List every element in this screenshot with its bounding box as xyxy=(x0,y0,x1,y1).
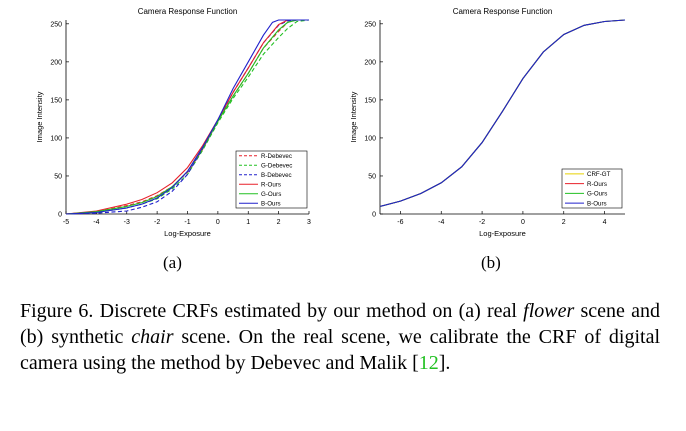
legend-box xyxy=(235,150,308,209)
legend-label-g-ours: G-Ours xyxy=(587,191,607,198)
x-tick-label: -2 xyxy=(154,219,160,226)
y-tick-label: 0 xyxy=(372,212,376,219)
series-line-b-ours xyxy=(379,19,626,207)
y-axis-label: Image Intensity xyxy=(35,91,44,142)
x-tick-label: -3 xyxy=(124,219,130,226)
legend-label-r-ours: R-Ours xyxy=(587,181,607,188)
x-tick-label: -6 xyxy=(397,219,403,226)
x-tick-label: 4 xyxy=(603,219,607,226)
chart-title: Camera Response Function xyxy=(138,7,238,16)
x-tick-label: 3 xyxy=(307,219,311,226)
x-tick-label: 0 xyxy=(521,219,525,226)
series-line-b-ours xyxy=(65,19,309,215)
caption-em-chair: chair xyxy=(131,326,174,348)
y-axis-label: Image Intensity xyxy=(349,91,358,142)
legend-label-g-debevec: G-Debevec xyxy=(261,163,292,170)
x-tick-label: -5 xyxy=(63,219,69,226)
y-tick-label: 150 xyxy=(50,97,62,104)
legend: R-Debevec G-Debevec B-Debevec R-Ours G-Ours B… xyxy=(235,150,308,209)
x-tick-label: 0 xyxy=(216,219,220,226)
x-axis-label: Log-Exposure xyxy=(164,229,211,238)
caption-prefix: Figure 6. Discrete CRFs estimated by our… xyxy=(20,300,524,322)
x-tick-label: -2 xyxy=(479,219,485,226)
y-tick-label: 0 xyxy=(58,212,62,219)
panel-label-b: (b) xyxy=(481,253,501,272)
chart-b: 0 50 100 150 200 250 -6 -4 -2 0 2 4 Camera Response … xyxy=(349,7,626,238)
chart-title: Camera Response Function xyxy=(453,7,553,16)
legend-label-g-ours: G-Ours xyxy=(261,191,281,198)
caption-em-flower: flower xyxy=(523,300,575,322)
legend-label-b-ours: B-Ours xyxy=(587,200,607,207)
legend-label-r-debevec: R-Debevec xyxy=(261,153,292,160)
y-tick-label: 100 xyxy=(364,135,376,142)
legend-box xyxy=(561,168,623,209)
x-tick-label: 2 xyxy=(277,219,281,226)
y-tick-label: 150 xyxy=(364,97,376,104)
x-tick-label: -4 xyxy=(438,219,444,226)
legend: CRF-GT R-Ours G-Ours B-Ours xyxy=(561,168,623,209)
x-tick-label: -1 xyxy=(184,219,190,226)
caption-suffix: ]. xyxy=(438,352,451,374)
panel-label-a: (a) xyxy=(163,253,182,272)
chart-a: 0 50 100 150 200 250 -5 -4 -3 -2 -1 0 1 2 3 Camera Resp… xyxy=(35,7,311,238)
y-tick-label: 250 xyxy=(50,21,62,28)
legend-label-b-ours: B-Ours xyxy=(261,201,281,208)
y-tick-label: 50 xyxy=(54,173,62,180)
figure-caption: Figure 6. Discrete CRFs estimated by our… xyxy=(20,298,660,376)
y-tick-label: 200 xyxy=(50,59,62,66)
caption-mid1: scene and (b) synthetic xyxy=(20,300,660,348)
caption-ref-link[interactable]: 12 xyxy=(418,352,439,374)
caption-mid2: scene. On the real scene, we calibrate t… xyxy=(20,326,661,374)
x-tick-label: 1 xyxy=(246,219,250,226)
legend-label-r-ours: R-Ours xyxy=(261,182,281,189)
y-tick-label: 250 xyxy=(364,21,376,28)
x-axis-label: Log-Exposure xyxy=(479,229,526,238)
y-tick-label: 100 xyxy=(50,135,62,142)
y-tick-label: 50 xyxy=(368,173,376,180)
y-tick-label: 200 xyxy=(364,59,376,66)
x-tick-label: 2 xyxy=(562,219,566,226)
legend-label-crf-gt: CRF-GT xyxy=(587,171,611,178)
x-tick-label: -4 xyxy=(93,219,99,226)
legend-label-b-debevec: B-Debevec xyxy=(261,172,292,179)
